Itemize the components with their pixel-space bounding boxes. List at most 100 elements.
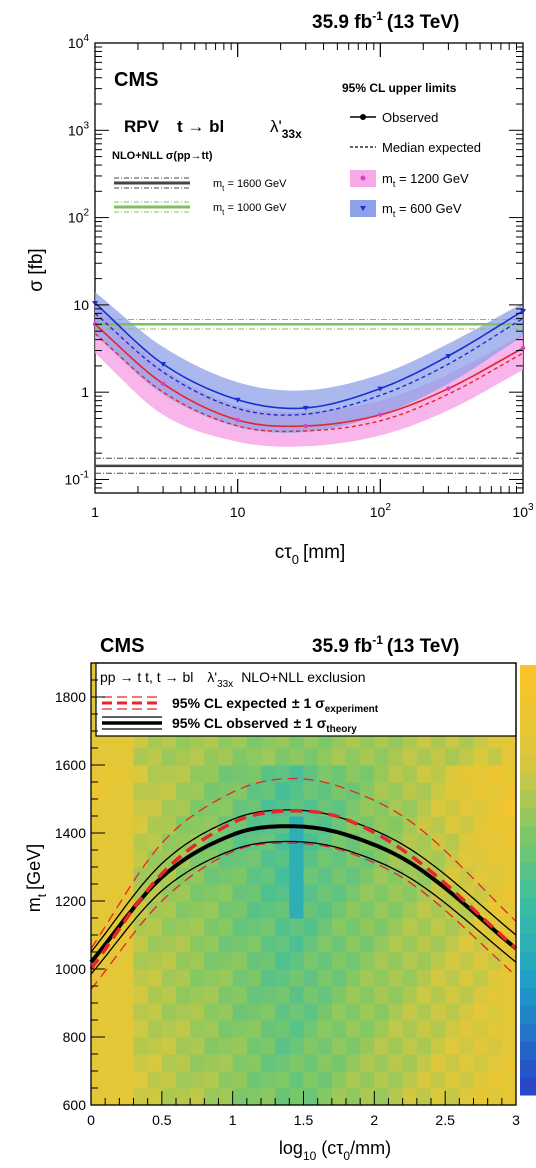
heatmap-cell — [147, 833, 163, 851]
color-scale-step — [520, 772, 536, 791]
heatmap-cell — [275, 765, 290, 783]
heatmap-cell — [331, 1054, 347, 1072]
heatmap-cell — [431, 969, 446, 987]
top-y-tick-label: 1 — [81, 384, 89, 400]
heatmap-cell — [246, 850, 262, 868]
heatmap-cell — [317, 1003, 333, 1021]
heatmap-cell — [275, 1054, 290, 1072]
heatmap-cell — [176, 1054, 191, 1072]
heatmap-cell — [261, 1088, 276, 1106]
heatmap-cell — [331, 918, 347, 936]
heatmap-cell — [261, 884, 276, 902]
heatmap-cell — [487, 799, 503, 817]
heatmap-cell — [431, 799, 446, 817]
heatmap-cell — [346, 918, 361, 936]
heatmap-cell — [246, 1037, 262, 1055]
heatmap-cell — [91, 799, 106, 817]
heatmap-cell — [331, 986, 347, 1004]
color-scale-step — [520, 736, 536, 756]
heatmap-cell — [289, 850, 305, 868]
heatmap-cell — [487, 952, 503, 970]
heatmap-cell — [431, 1054, 446, 1072]
heatmap-cell — [501, 1088, 517, 1106]
heatmap-cell — [416, 918, 432, 936]
top-xsec-legend-1600: mt = 1600 GeV — [213, 178, 287, 193]
heatmap-cell — [204, 918, 220, 936]
heatmap-cell — [133, 1088, 149, 1106]
heatmap-cell — [360, 986, 375, 1004]
heatmap-cell — [161, 969, 177, 987]
heatmap-cell — [204, 1020, 220, 1038]
heatmap-cell — [445, 748, 460, 766]
heatmap-cell — [317, 867, 333, 885]
heatmap-cell — [331, 833, 347, 851]
heatmap-cell — [388, 901, 404, 919]
heatmap-cell — [388, 952, 404, 970]
heatmap-cell — [374, 1037, 390, 1055]
heatmap-cell — [303, 850, 319, 868]
top-cms-label: CMS — [114, 69, 158, 91]
heatmap-cell — [147, 799, 163, 817]
heatmap-cell — [147, 918, 163, 936]
heatmap-cell — [501, 816, 517, 834]
heatmap-cell — [147, 935, 163, 953]
heatmap-cell — [275, 884, 290, 902]
top-y-tick-label: 104 — [68, 33, 90, 51]
heatmap-cell — [445, 816, 460, 834]
heatmap-cell — [445, 1020, 460, 1038]
heatmap-cell — [388, 748, 404, 766]
heatmap-cell — [289, 1088, 305, 1106]
heatmap-cell — [402, 884, 418, 902]
heatmap-cell — [360, 765, 375, 783]
heatmap-cell — [416, 748, 432, 766]
heatmap-cell — [176, 833, 191, 851]
heatmap-cell — [473, 850, 489, 868]
band-series-1 — [95, 292, 523, 433]
heatmap-cell — [289, 1054, 305, 1072]
heatmap-cell — [501, 765, 517, 783]
heatmap-cell — [133, 782, 149, 800]
heatmap-cell — [232, 1020, 248, 1038]
heatmap-cell — [360, 867, 375, 885]
heatmap-cell — [431, 1003, 446, 1021]
heatmap-cell — [190, 952, 205, 970]
heatmap-cell — [473, 884, 489, 902]
heatmap-cell — [289, 799, 305, 817]
heatmap-cell — [190, 901, 205, 919]
heatmap-cell — [119, 1020, 135, 1038]
heatmap-cell — [303, 986, 319, 1004]
heatmap-cell — [289, 884, 305, 902]
heatmap-cell — [473, 1020, 489, 1038]
heatmap-cell — [303, 782, 319, 800]
heatmap-cell — [91, 918, 106, 936]
heatmap-cell — [190, 918, 205, 936]
heatmap-cell — [204, 901, 220, 919]
heatmap-cell — [459, 850, 475, 868]
heatmap-cell — [105, 901, 120, 919]
bottom-ylabel: mt[GeV] — [24, 844, 49, 912]
heatmap-cell — [473, 1088, 489, 1106]
heatmap-cell — [147, 765, 163, 783]
heatmap-cell — [388, 765, 404, 783]
heatmap-cell — [275, 986, 290, 1004]
color-scale — [520, 665, 536, 1096]
heatmap-cell — [459, 952, 475, 970]
heatmap-cell — [218, 748, 234, 766]
heatmap-cell — [473, 833, 489, 851]
heatmap-cell — [416, 782, 432, 800]
heatmap-cell — [119, 969, 135, 987]
heatmap-cell — [133, 833, 149, 851]
bottom-y-tick-label: 1800 — [55, 689, 86, 705]
heatmap-cell — [246, 1088, 262, 1106]
observed-down-curve — [90, 840, 517, 975]
observed-point-series-0 — [446, 386, 451, 391]
heatmap-cell — [161, 1071, 177, 1089]
bottom-legend-expected: 95% CL expected ± 1 σexperiment — [172, 695, 379, 715]
heatmap-cell — [246, 986, 262, 1004]
heatmap-cell — [360, 969, 375, 987]
heatmap-cell — [176, 1071, 191, 1089]
heatmap-cell — [388, 935, 404, 953]
heatmap-cell — [289, 918, 305, 936]
heatmap-cell — [232, 952, 248, 970]
heatmap-cell — [459, 986, 475, 1004]
